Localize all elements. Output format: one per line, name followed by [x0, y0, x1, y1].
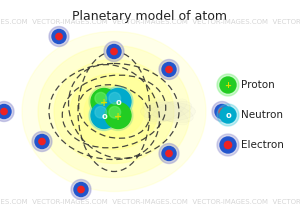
Ellipse shape	[54, 60, 174, 163]
Circle shape	[103, 87, 133, 116]
Circle shape	[78, 186, 84, 193]
Circle shape	[105, 89, 131, 114]
Circle shape	[111, 48, 117, 55]
Circle shape	[217, 104, 239, 126]
Circle shape	[159, 143, 179, 163]
Circle shape	[105, 103, 131, 128]
Circle shape	[212, 101, 232, 122]
Circle shape	[56, 33, 62, 40]
Text: Planetary model of atom: Planetary model of atom	[73, 10, 227, 23]
Circle shape	[0, 101, 14, 122]
Circle shape	[104, 41, 124, 62]
Circle shape	[107, 45, 121, 58]
Text: +: +	[100, 97, 108, 107]
Circle shape	[0, 105, 11, 118]
Text: +: +	[224, 81, 232, 90]
Text: VECTOR-IMAGES.COM  VECTOR-IMAGES.COM  VECTOR-IMAGES.COM  VECTOR-IMAGES.COM  VECT: VECTOR-IMAGES.COM VECTOR-IMAGES.COM VECT…	[0, 19, 300, 25]
Ellipse shape	[144, 101, 192, 122]
Circle shape	[95, 106, 106, 118]
Circle shape	[166, 150, 172, 157]
Circle shape	[217, 134, 239, 156]
Ellipse shape	[148, 98, 188, 125]
Circle shape	[109, 106, 121, 118]
Text: VECTOR-IMAGES.COM  VECTOR-IMAGES.COM  VECTOR-IMAGES.COM  VECTOR-IMAGES.COM  VECT: VECTOR-IMAGES.COM VECTOR-IMAGES.COM VECT…	[0, 199, 300, 205]
Ellipse shape	[22, 31, 206, 192]
Circle shape	[74, 182, 88, 196]
Ellipse shape	[84, 85, 144, 138]
Circle shape	[220, 107, 236, 123]
Ellipse shape	[140, 102, 196, 121]
Circle shape	[32, 132, 52, 151]
Text: o: o	[101, 112, 107, 121]
Text: Proton: Proton	[241, 81, 275, 91]
Text: o: o	[115, 98, 121, 107]
Text: o: o	[225, 111, 231, 120]
Circle shape	[95, 92, 106, 104]
Circle shape	[91, 89, 117, 114]
Circle shape	[217, 74, 239, 96]
Circle shape	[109, 92, 121, 104]
Circle shape	[162, 62, 176, 76]
Circle shape	[89, 87, 119, 116]
Circle shape	[35, 134, 49, 149]
Circle shape	[89, 101, 119, 130]
Text: Neutron: Neutron	[241, 111, 283, 120]
Circle shape	[39, 138, 45, 145]
Text: +: +	[114, 112, 122, 122]
Ellipse shape	[70, 74, 158, 149]
Circle shape	[166, 66, 172, 73]
Circle shape	[219, 108, 225, 115]
Ellipse shape	[143, 100, 193, 123]
Ellipse shape	[149, 99, 187, 124]
Circle shape	[1, 108, 7, 115]
Circle shape	[49, 27, 69, 47]
Circle shape	[159, 60, 179, 80]
Circle shape	[52, 29, 66, 43]
Circle shape	[220, 77, 236, 93]
Circle shape	[220, 137, 236, 153]
Circle shape	[91, 103, 117, 128]
Circle shape	[224, 141, 232, 149]
Text: Electron: Electron	[241, 140, 284, 151]
Circle shape	[215, 105, 229, 118]
Circle shape	[103, 101, 133, 130]
Ellipse shape	[38, 45, 190, 178]
Circle shape	[162, 147, 176, 161]
Circle shape	[71, 180, 91, 200]
